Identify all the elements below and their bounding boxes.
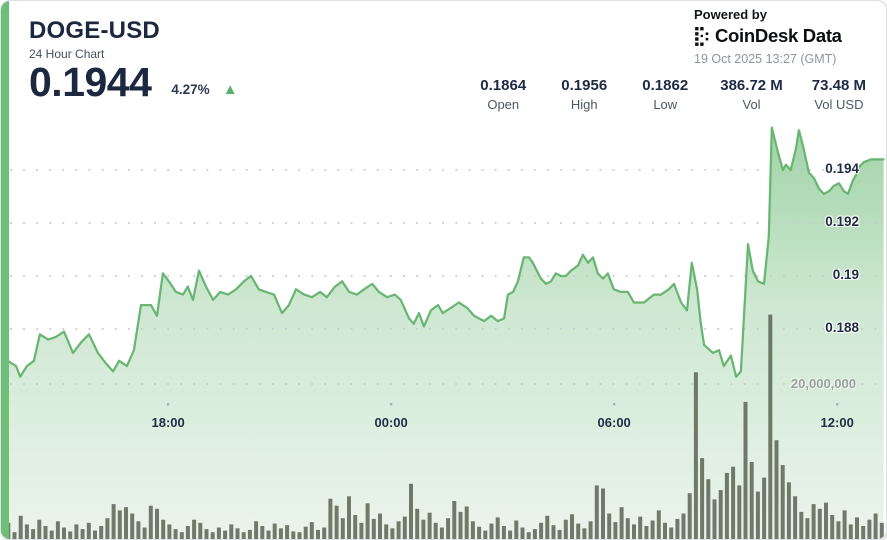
accent-left-bar — [1, 1, 9, 539]
stat-value: 386.72 M — [720, 77, 783, 94]
up-arrow-icon: ▲ — [222, 81, 238, 99]
x-axis-tick-label: 00:00 — [374, 415, 408, 430]
stat-low: 0.1862 Low — [639, 77, 691, 112]
chart-timestamp: 19 Oct 2025 13:27 (GMT) — [694, 52, 837, 66]
x-axis-tick-label: 06:00 — [597, 415, 631, 430]
change-percent: 4.27% — [171, 82, 210, 98]
y-axis-tick-label: 0.192 — [825, 214, 859, 229]
powered-by-block: Powered by CoinDesk Data 19 Oct 2025 13:… — [694, 7, 864, 66]
stat-label: Vol USD — [814, 97, 864, 112]
stat-open: 0.1864 Open — [477, 77, 529, 112]
y-axis-tick-label: 0.19 — [832, 267, 859, 282]
stat-value: 73.48 M — [811, 77, 866, 94]
stat-label: Open — [487, 97, 520, 112]
stat-vol: 386.72 M Vol — [720, 77, 783, 112]
stat-high: 0.1956 High — [558, 77, 610, 112]
volume-axis-label: 20,000,000 — [790, 376, 856, 391]
stat-vol-usd: 73.48 M Vol USD — [812, 77, 866, 112]
coindesk-data-logo: CoinDesk Data — [694, 25, 864, 47]
y-axis-tick-label: 0.194 — [825, 161, 859, 176]
symbol-title: DOGE-USD — [29, 17, 160, 44]
coindesk-logo-icon — [695, 26, 709, 46]
stat-label: Vol — [742, 97, 761, 112]
price-row: 0.1944 4.27% ▲ — [29, 59, 238, 105]
stat-value: 0.1956 — [561, 77, 608, 94]
y-axis-tick-label: 0.188 — [825, 320, 859, 335]
powered-by-label: Powered by — [694, 7, 767, 22]
price-change: 4.27% ▲ — [171, 82, 237, 97]
chart-subtitle: 24 Hour Chart — [29, 47, 105, 61]
stat-value: 0.1864 — [480, 77, 527, 94]
stats-row: 0.1864 Open 0.1956 High 0.1862 Low 386.7… — [477, 77, 866, 112]
stat-value: 0.1862 — [642, 77, 689, 94]
brand-name: CoinDesk Data — [715, 25, 842, 46]
stat-label: High — [570, 97, 598, 112]
stat-label: Low — [653, 97, 678, 112]
x-axis-tick-label: 18:00 — [151, 415, 185, 430]
x-axis-tick-label: 12:00 — [820, 415, 854, 430]
current-price: 0.1944 — [29, 59, 152, 105]
